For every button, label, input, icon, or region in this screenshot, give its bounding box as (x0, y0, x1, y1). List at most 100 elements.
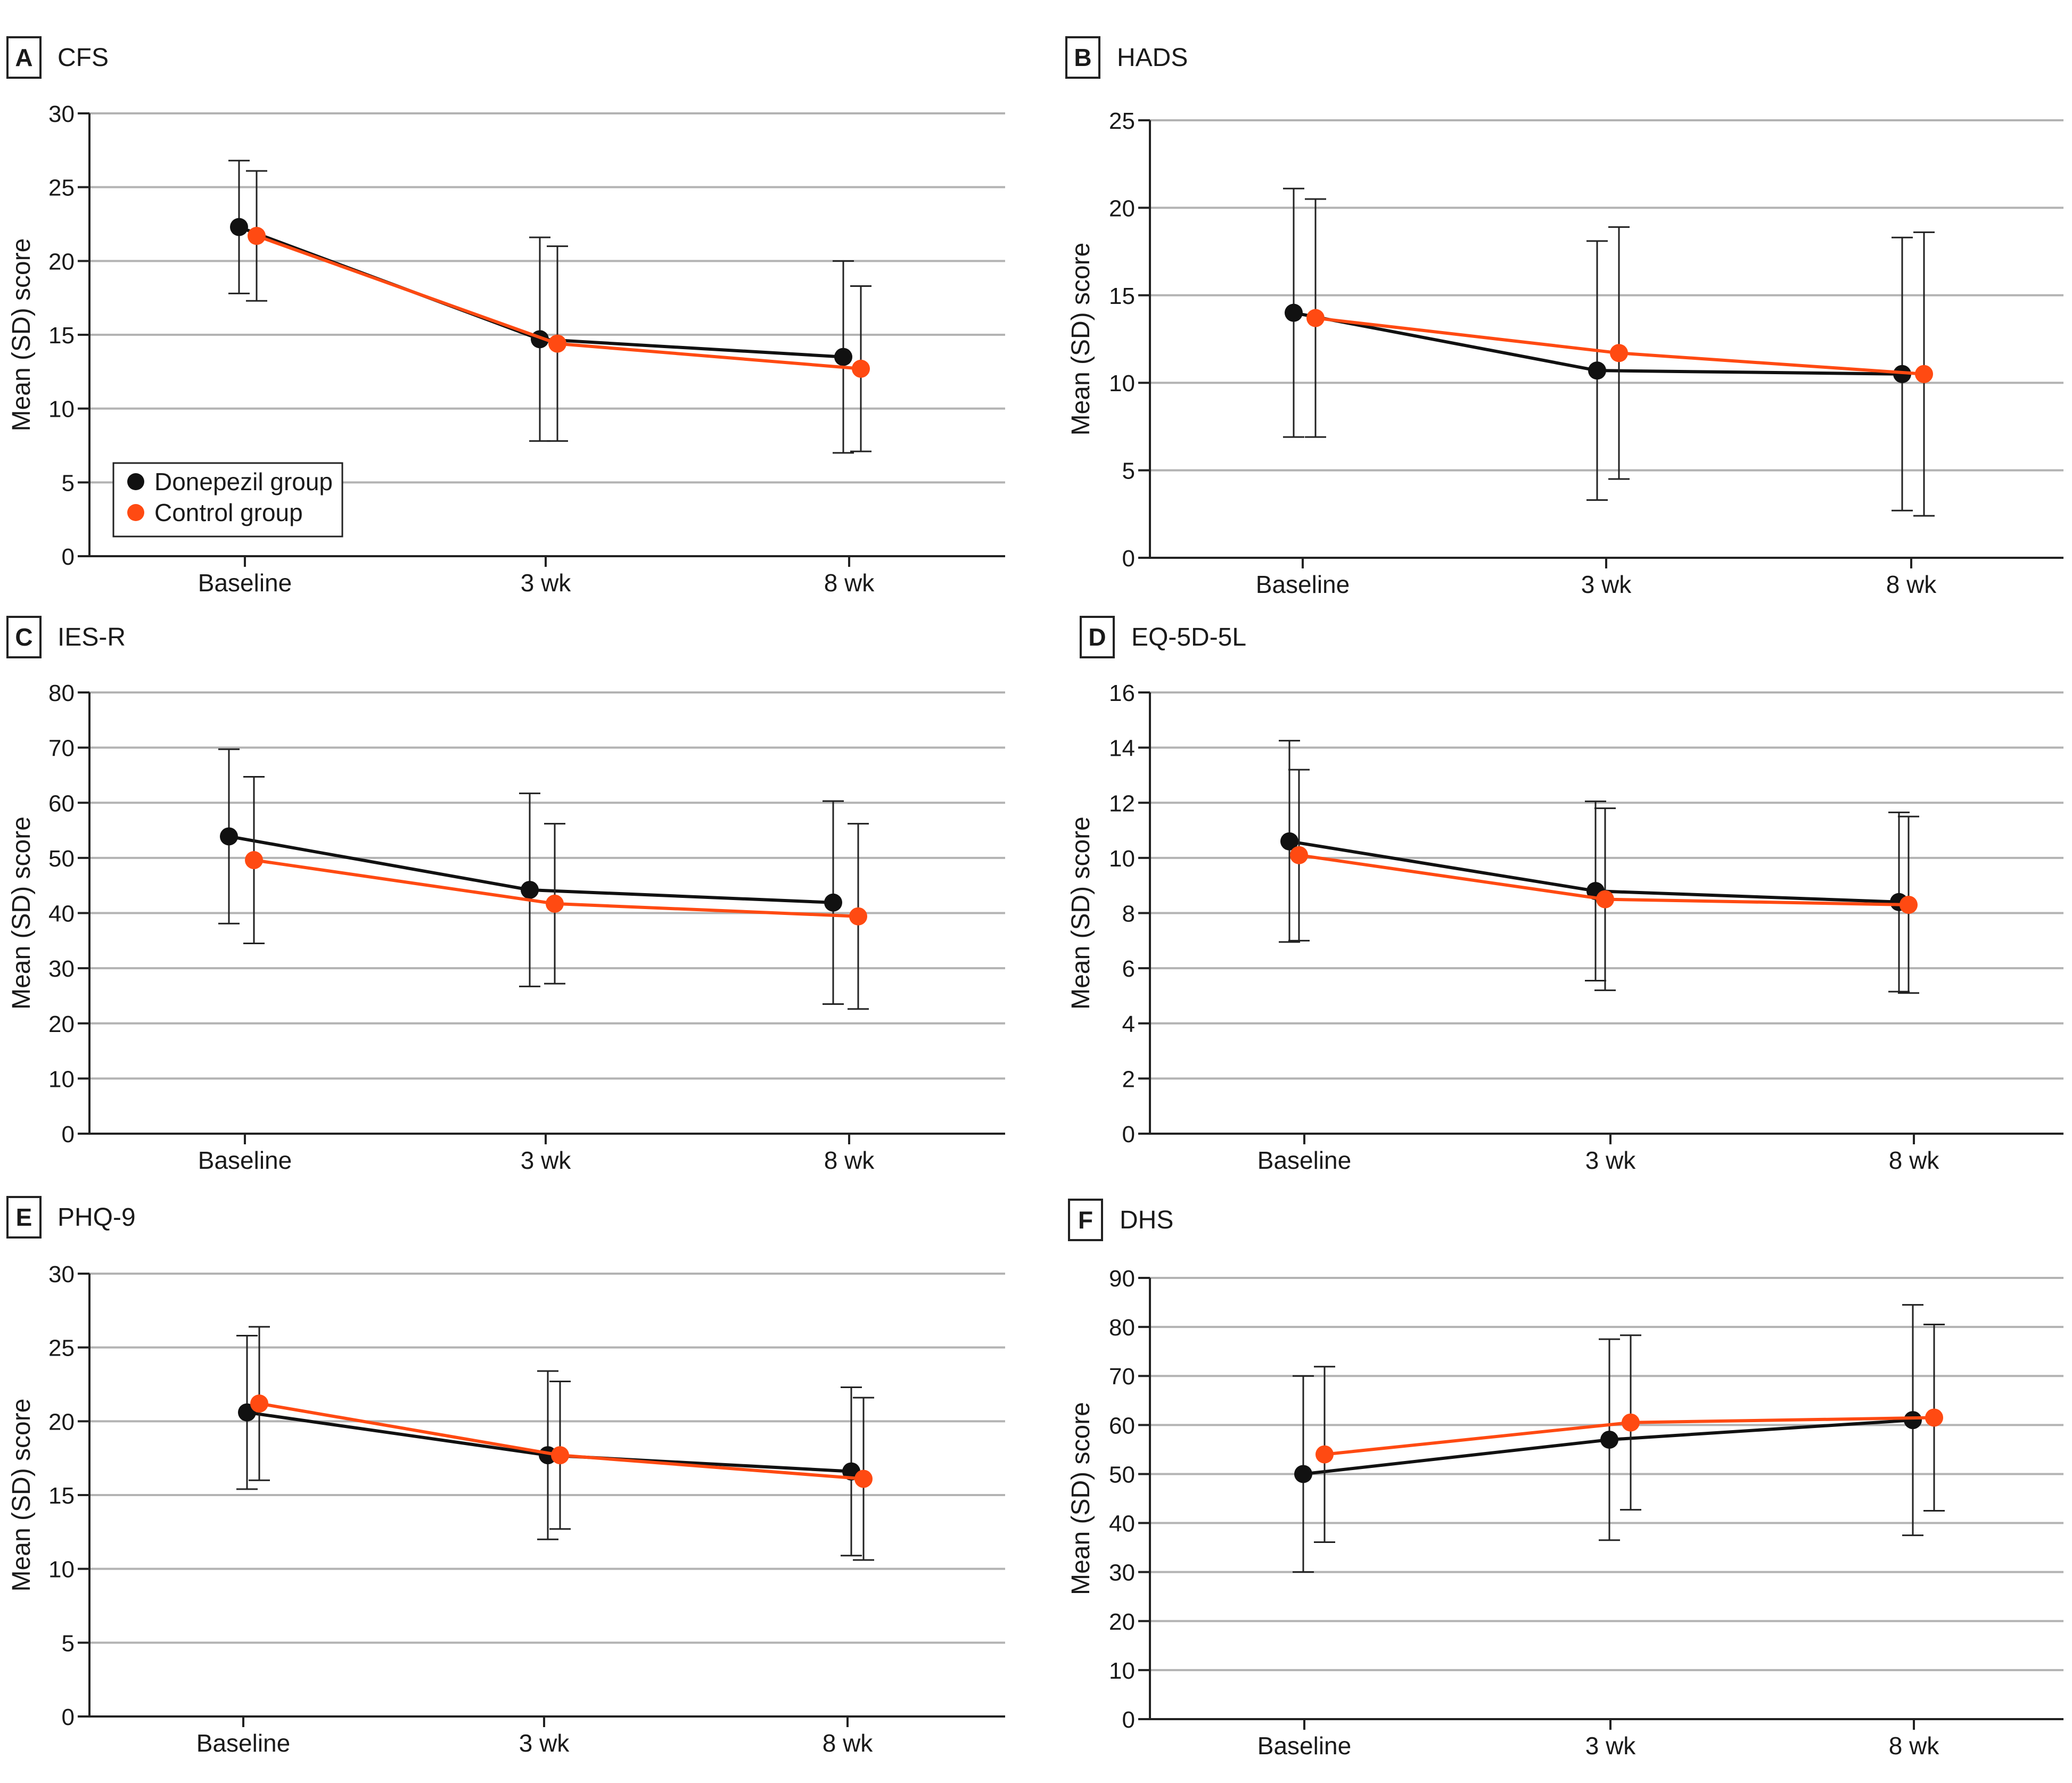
y-tick-label: 40 (1109, 1511, 1135, 1537)
panel-letter-box (6, 1196, 42, 1239)
panel-a: A CFS 0 5 10 15 20 25 30 Baseline 3 wk 8 wk Mean (SD… (6, 36, 1005, 597)
y-tick-label: 15 (1109, 283, 1135, 309)
y-tick-label: 0 (1122, 1121, 1135, 1148)
x-tick-label: Baseline (196, 1729, 290, 1757)
panel-title: PHQ-9 (57, 1203, 136, 1232)
data-point (1915, 365, 1933, 383)
y-tick-label: 14 (1109, 736, 1135, 762)
y-tick-label: 70 (48, 736, 75, 762)
y-tick-label: 25 (48, 1335, 75, 1361)
y-tick-label: 0 (62, 1704, 75, 1730)
panel-letter: F (1078, 1206, 1093, 1234)
data-point (521, 880, 539, 899)
y-axis-label: Mean (SD) score (1067, 1402, 1095, 1595)
y-tick-label: 6 (1122, 956, 1135, 982)
data-point (1925, 1408, 1943, 1427)
legend-marker-control (127, 504, 144, 521)
data-point (1610, 344, 1628, 362)
y-tick-label: 10 (48, 1066, 75, 1092)
y-tick-label: 10 (48, 397, 75, 423)
series-donepezil (1293, 1304, 1923, 1573)
x-tick-label: 8 wk (1886, 571, 1937, 598)
data-point (1285, 303, 1303, 322)
y-tick-label: 40 (48, 901, 75, 927)
panel-title: HADS (1117, 44, 1188, 72)
x-tick-label: 8 wk (823, 1729, 874, 1757)
panel-f: F DHS 0 10 20 30 40 50 60 70 80 90 Baseline 3 wk 8 wk M… (1067, 1199, 2063, 1760)
y-tick-label: 15 (48, 1483, 75, 1509)
y-tick-label: 25 (1109, 108, 1135, 134)
y-tick-label: 4 (1122, 1011, 1135, 1037)
x-tick-label: 8 wk (1889, 1146, 1940, 1174)
panel-letter: C (15, 623, 32, 651)
data-point (849, 907, 867, 926)
y-axis-label: Mean (SD) score (1067, 816, 1095, 1010)
data-point (1904, 1411, 1922, 1430)
data-point (1294, 1465, 1312, 1483)
data-point (551, 1446, 569, 1465)
x-tick-label: 8 wk (1889, 1732, 1940, 1760)
data-point (1600, 1430, 1618, 1449)
panel-letter: D (1088, 623, 1106, 651)
panel-title: EQ-5D-5L (1131, 623, 1246, 651)
series-donepezil (1279, 740, 1910, 993)
x-tick-label: 8 wk (824, 1146, 875, 1174)
panel-letter-box (1080, 616, 1115, 658)
panel-letter-box (1065, 36, 1100, 79)
data-point (1306, 309, 1325, 327)
legend-label-control: Control group (154, 499, 303, 526)
y-tick-label: 12 (1109, 790, 1135, 816)
data-point (852, 359, 870, 378)
y-tick-label: 16 (1109, 680, 1135, 706)
y-tick-label: 20 (48, 249, 75, 275)
x-tick-label: 3 wk (519, 1729, 570, 1757)
y-tick-label: 5 (62, 1630, 75, 1656)
panel-title: IES-R (57, 623, 126, 651)
series-donepezil (218, 748, 844, 1005)
data-point (854, 1470, 873, 1488)
y-tick-label: 10 (1109, 370, 1135, 397)
data-point (1900, 895, 1918, 914)
y-tick-label: 70 (1109, 1364, 1135, 1390)
y-tick-label: 15 (48, 323, 75, 349)
x-tick-label: Baseline (198, 1146, 292, 1174)
data-point (548, 334, 566, 353)
data-point (1290, 846, 1308, 864)
panel-letter-box (1068, 1199, 1103, 1241)
y-tick-label: 30 (1109, 1560, 1135, 1586)
panel-letter: A (15, 44, 32, 71)
y-tick-label: 30 (48, 1261, 75, 1287)
panel-letter: B (1074, 44, 1091, 71)
x-tick-label: 3 wk (521, 1146, 572, 1174)
x-tick-label: 3 wk (1581, 571, 1632, 598)
legend-marker-donepezil (127, 473, 144, 490)
y-tick-label: 20 (1109, 1609, 1135, 1635)
y-tick-label: 0 (1122, 546, 1135, 572)
series-control (246, 170, 871, 452)
y-tick-label: 0 (1122, 1707, 1135, 1733)
panel-e: E PHQ-9 0 5 10 15 20 25 30 Baseline 3 wk 8 wk Mean (… (6, 1196, 1005, 1757)
x-tick-label: 3 wk (521, 569, 572, 597)
y-tick-label: 80 (48, 680, 75, 706)
y-axis-label: Mean (SD) score (7, 816, 36, 1010)
data-point (834, 348, 852, 366)
y-tick-label: 25 (48, 175, 75, 201)
data-point (230, 218, 248, 236)
y-tick-label: 20 (1109, 195, 1135, 221)
panel-c: C IES-R 0 10 20 30 40 50 60 70 80 Baseline 3 wk 8 wk M… (6, 616, 1005, 1174)
panel-letter-box (6, 616, 42, 658)
y-tick-label: 10 (1109, 846, 1135, 872)
y-tick-label: 5 (62, 470, 75, 496)
series-control (249, 1326, 874, 1561)
panel-b: B HADS 0 5 10 15 20 25 Baseline 3 wk 8 wk Mean (SD)… (1065, 36, 2063, 598)
series-control (1305, 198, 1935, 517)
data-point (824, 893, 842, 912)
legend: Donepezil group Control group (112, 462, 343, 538)
series-control (1288, 769, 1919, 994)
data-point (546, 894, 564, 913)
y-tick-label: 60 (1109, 1413, 1135, 1439)
y-tick-label: 50 (48, 846, 75, 872)
y-tick-label: 10 (48, 1557, 75, 1583)
legend-box (112, 462, 343, 538)
legend-label-donepezil: Donepezil group (154, 468, 333, 496)
